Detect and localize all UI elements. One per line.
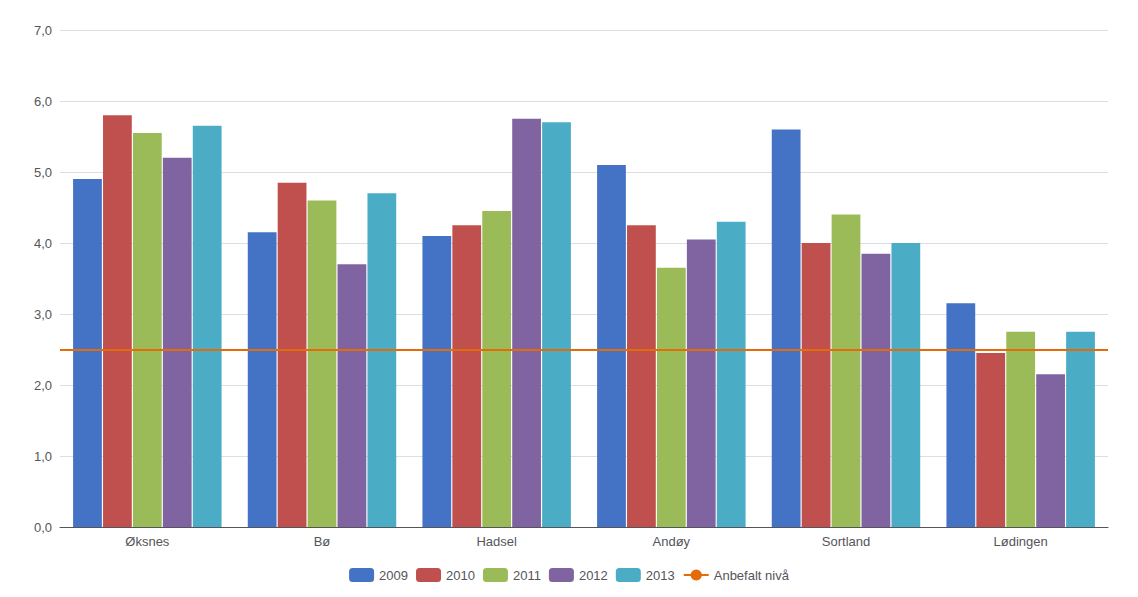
svg-text:6,0: 6,0 [34,94,52,109]
svg-text:Anbefalt nivå: Anbefalt nivå [714,568,790,583]
svg-text:Lødingen: Lødingen [994,534,1048,549]
svg-text:Sortland: Sortland [822,534,870,549]
svg-text:7,0: 7,0 [34,23,52,38]
svg-text:Hadsel: Hadsel [476,534,517,549]
svg-text:2009: 2009 [379,568,408,583]
svg-text:2013: 2013 [646,568,675,583]
svg-text:0,0: 0,0 [34,520,52,535]
svg-text:Bø: Bø [314,534,331,549]
svg-text:4,0: 4,0 [34,236,52,251]
svg-text:2,0: 2,0 [34,378,52,393]
svg-text:1,0: 1,0 [34,449,52,464]
svg-text:Andøy: Andøy [653,534,691,549]
svg-text:3,0: 3,0 [34,307,52,322]
svg-text:2010: 2010 [446,568,475,583]
svg-text:5,0: 5,0 [34,165,52,180]
svg-text:2012: 2012 [579,568,608,583]
svg-text:2011: 2011 [513,568,541,583]
svg-text:Øksnes: Øksnes [125,534,170,549]
